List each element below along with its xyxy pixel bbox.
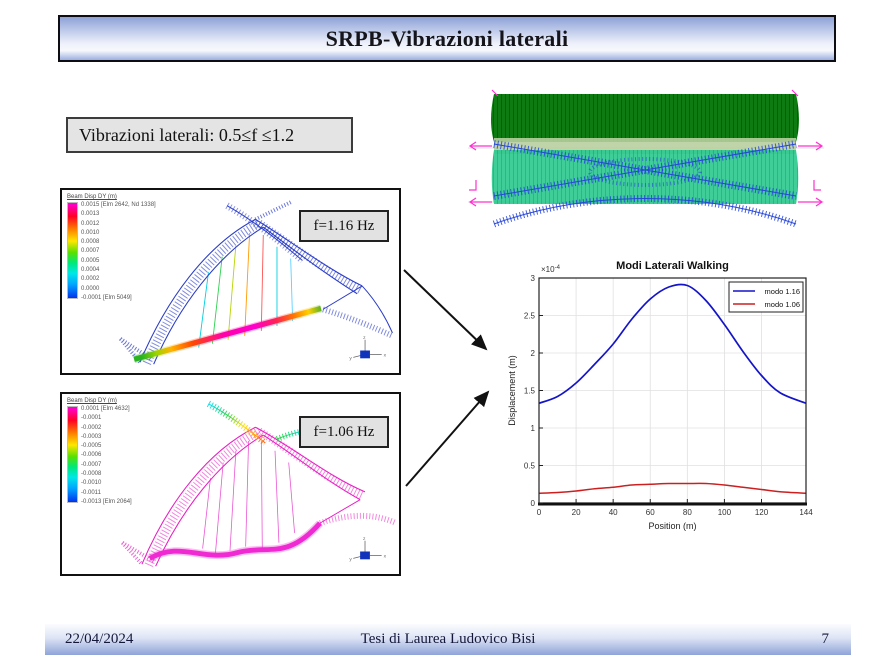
legend-value: 0.0010	[81, 229, 100, 236]
bridge-plan-view-image	[468, 89, 824, 228]
legend-value: 0.0005	[81, 257, 100, 264]
color-scale-values: 0.0001 [Elm 4632] -0.0001 -0.0002 -0.0003 -0…	[81, 406, 132, 505]
footer-date: 22/04/2024	[65, 631, 134, 647]
fem-mode-1-bridge-drawing: z y x	[118, 199, 394, 365]
legend-value: 0.0013	[81, 211, 100, 218]
legend-value: 0.0008	[81, 239, 100, 246]
legend-value: -0.0006	[81, 452, 102, 459]
legend-value: -0.0001	[81, 415, 102, 422]
legend-value: -0.0001 [Elm 5049]	[81, 294, 132, 301]
connector-arrows	[403, 269, 490, 487]
legend-value: -0.0010	[81, 480, 102, 487]
hanger-cables	[202, 440, 295, 555]
y-tick-label: 2.5	[524, 312, 536, 321]
x-tick-label: 60	[646, 508, 655, 517]
legend-value: -0.0008	[81, 471, 102, 478]
legend-value: 0.0007	[81, 248, 100, 255]
legend-value: 0.0002	[81, 276, 100, 283]
blue-truss-x	[492, 140, 798, 228]
modi-laterali-chart: 0 20 40 60 80 100 120 144 0 0.5 1 1.5 2 2.5 3 ×10-4 Modi…	[507, 260, 813, 531]
legend-title: Beam Disp DY (m)	[67, 398, 117, 404]
y-tick-label: 0	[531, 499, 536, 508]
frequency-label-1: f=1.16 Hz	[299, 210, 389, 242]
deck-mode-shape	[147, 520, 323, 562]
magenta-markers	[468, 89, 824, 207]
fem-mode-2-image: z y x Beam Disp DY (m) 0.0001 [Elm 4632]…	[60, 392, 401, 576]
svg-text:z: z	[363, 537, 366, 542]
frequency-range-text: Vibrazioni laterali: 0.5≤f ≤1.2	[79, 124, 295, 145]
legend-value: -0.0002	[81, 424, 102, 431]
svg-text:z: z	[363, 336, 366, 341]
fem-mode-2-color-legend: Beam Disp DY (m) 0.0001 [Elm 4632] -0.000…	[67, 398, 187, 505]
legend-title: Beam Disp DY (m)	[67, 194, 117, 200]
x-tick-label: 100	[718, 508, 732, 517]
legend-value: 0.0012	[81, 220, 100, 227]
legend-value: -0.0005	[81, 443, 102, 450]
fem-mode-2-bridge-drawing: z y x	[120, 400, 398, 567]
legend-value: -0.0003	[81, 433, 102, 440]
footer-caption: Tesi di Laurea Ludovico Bisi	[360, 631, 536, 647]
color-scale-bar	[67, 406, 78, 503]
hanger-cables	[198, 233, 294, 348]
arrow-bottom-to-chart	[405, 390, 490, 487]
svg-text:x: x	[384, 353, 387, 358]
arrow-top-to-chart	[403, 269, 488, 351]
legend-value: -0.0013 [Elm 2064]	[81, 498, 132, 505]
y-tick-label: 1.5	[524, 387, 536, 396]
blue-arch-truss	[118, 199, 394, 365]
chart-legend-box	[728, 281, 804, 313]
legend-entry-label: modo 1.16	[765, 287, 800, 296]
legend-value: 0.0015 [Elm 2642, Nd 1338]	[81, 202, 156, 208]
x-tick-label: 20	[572, 508, 581, 517]
x-axis-label: Position (m)	[648, 521, 696, 531]
y-tick-label: 0.5	[524, 462, 536, 471]
svg-text:y: y	[349, 557, 352, 562]
frequency-label-2: f=1.06 Hz	[299, 416, 389, 448]
y-tick-label: 3	[531, 274, 536, 283]
legend-value: 0.0000	[81, 285, 100, 292]
svg-text:y: y	[349, 356, 352, 361]
y-axis-label: Displacement (m)	[507, 355, 517, 426]
slide-footer: 22/04/2024 Tesi di Laurea Ludovico Bisi …	[45, 624, 851, 655]
color-scale-bar	[67, 202, 78, 299]
x-tick-label: 80	[683, 508, 692, 517]
x-tick-label: 40	[609, 508, 618, 517]
slide-title-bar: SRPB-Vibrazioni laterali	[58, 15, 836, 62]
x-tick-label: 144	[799, 508, 813, 517]
deck-bands	[491, 94, 799, 204]
y-tick-label: 2	[531, 349, 536, 358]
footer-page-number: 7	[821, 631, 830, 647]
axis-triad-icon: z y x	[349, 336, 386, 362]
slide-title: SRPB-Vibrazioni laterali	[325, 25, 569, 51]
frequency-range-callout: Vibrazioni laterali: 0.5≤f ≤1.2	[66, 117, 353, 153]
legend-entry-label: modo 1.06	[765, 300, 800, 309]
legend-value: -0.0011	[81, 489, 101, 496]
legend-value: 0.0001 [Elm 4632]	[81, 406, 130, 412]
fem-mode-1-color-legend: Beam Disp DY (m) 0.0015 [Elm 2642, Nd 13…	[67, 194, 187, 301]
x-tick-label: 0	[537, 508, 542, 517]
fem-mode-1-image: z y x Beam Disp DY (m) 0.0015 [Elm 2642,…	[60, 188, 401, 375]
axis-triad-icon: z y x	[349, 537, 386, 563]
series-modo-1.06	[538, 482, 807, 494]
legend-value: 0.0004	[81, 267, 100, 274]
magenta-arch-truss	[120, 426, 398, 567]
color-scale-values: 0.0015 [Elm 2642, Nd 1338] 0.0013 0.0012 0.…	[81, 202, 156, 301]
y-axis-exponent: ×10-4	[541, 265, 561, 274]
x-tick-label: 120	[755, 508, 769, 517]
deck-mode-shape	[133, 304, 323, 364]
chart-title: Modi Laterali Walking	[616, 260, 729, 272]
legend-value: -0.0007	[81, 461, 102, 468]
svg-text:x: x	[384, 554, 387, 559]
y-tick-label: 1	[531, 424, 536, 433]
series-modo-1.16	[538, 283, 807, 405]
